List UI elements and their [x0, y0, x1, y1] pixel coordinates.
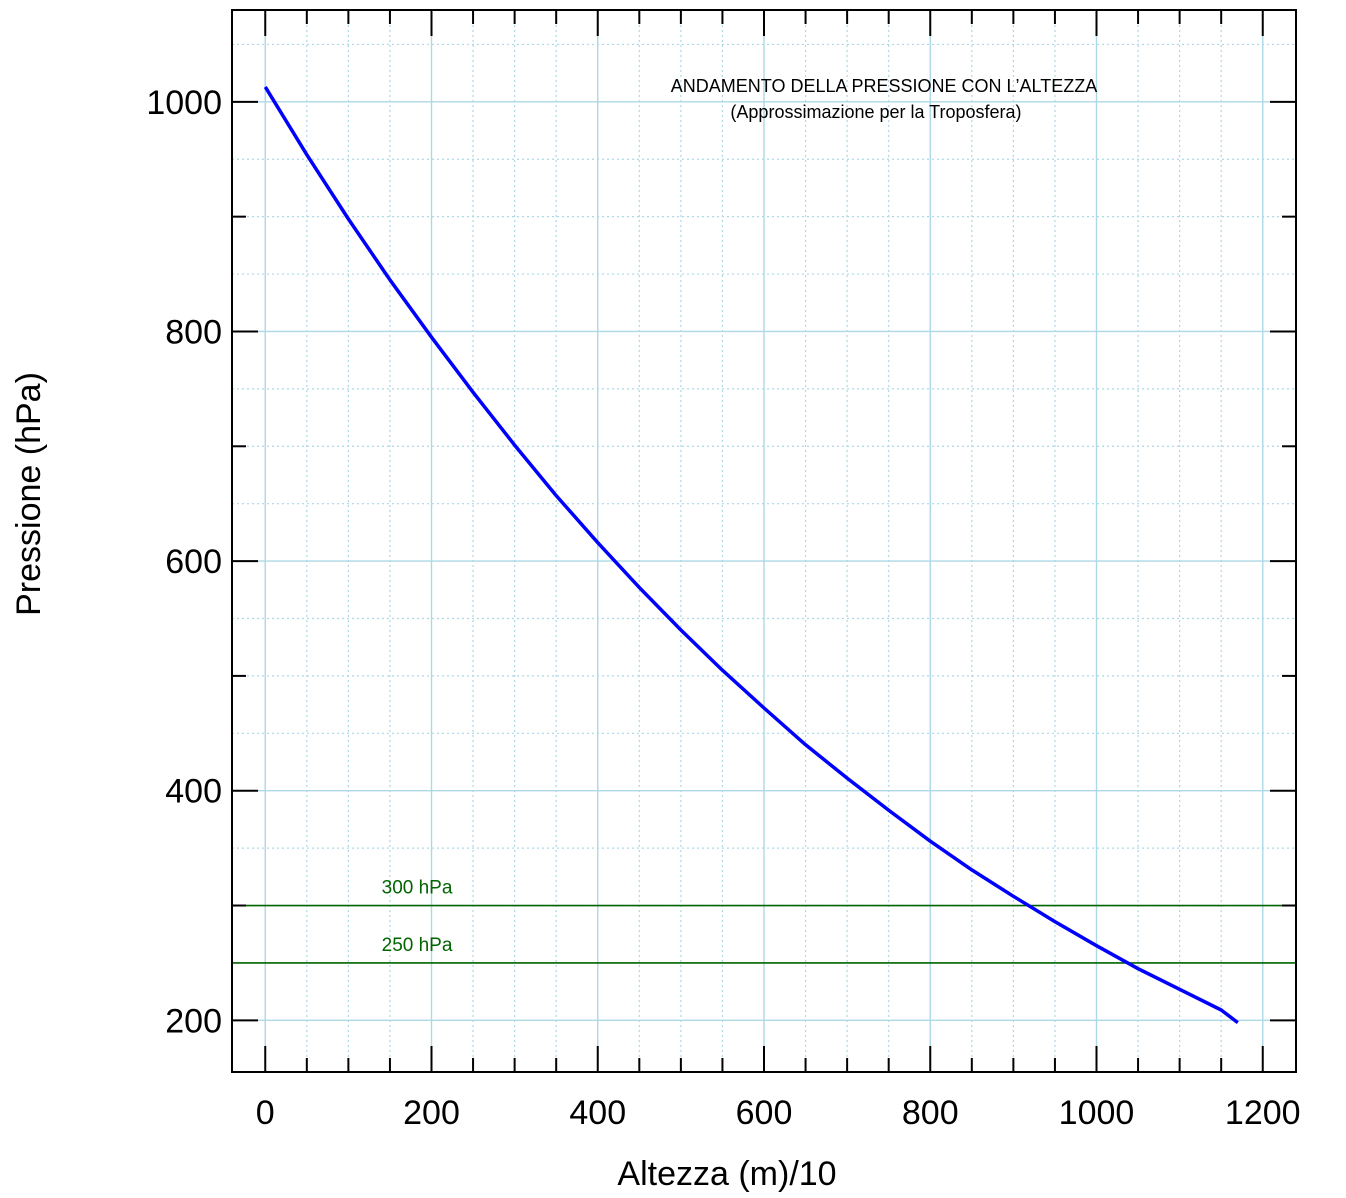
reference-line-label: 250 hPa — [382, 935, 453, 956]
x-tick-label: 600 — [736, 1094, 793, 1132]
x-tick-label: 800 — [902, 1094, 959, 1132]
y-tick-label: 800 — [165, 313, 222, 351]
x-tick-label: 1200 — [1225, 1094, 1301, 1132]
x-tick-label: 0 — [256, 1094, 275, 1132]
tick-labels: 0 200 400 600 800 1000 1200 200 400 600 800 1000 — [146, 84, 1300, 1132]
grid — [232, 10, 1296, 1072]
x-tick-label: 1000 — [1059, 1094, 1135, 1132]
chart-subtitle: (Approssimazione per la Troposfera) — [730, 102, 1021, 122]
x-tick-label: 400 — [569, 1094, 626, 1132]
reference-line-label: 300 hPa — [382, 878, 453, 899]
series-layer — [263, 85, 1239, 1024]
x-tick-label: 200 — [403, 1094, 460, 1132]
y-tick-label: 600 — [165, 543, 222, 581]
ticks — [232, 10, 1296, 1072]
y-tick-label: 400 — [165, 773, 222, 811]
reference-lines: 300 hPa 250 hPa — [232, 878, 1296, 964]
chart-title: ANDAMENTO DELLA PRESSIONE CON L’ALTEZZA — [671, 76, 1097, 96]
y-tick-label: 1000 — [146, 84, 222, 122]
y-tick-label: 200 — [165, 1002, 222, 1040]
x-axis-title: Altezza (m)/10 — [617, 1155, 836, 1193]
y-axis-title: Pressione (hPa) — [10, 372, 48, 616]
